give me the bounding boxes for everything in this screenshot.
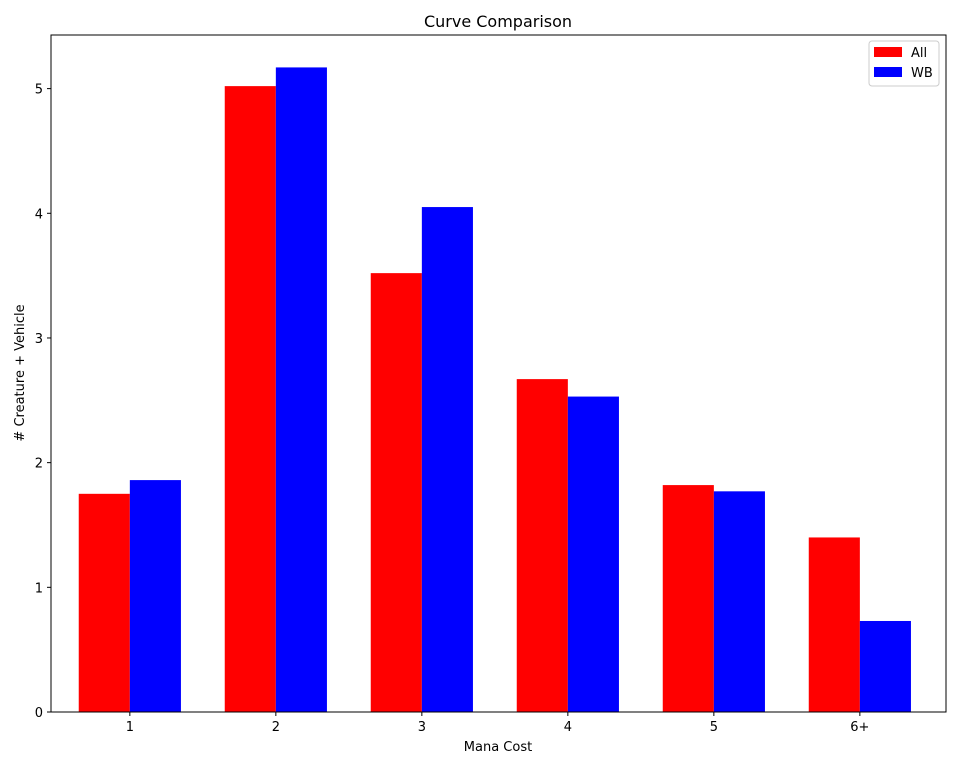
legend-label-all: All <box>911 46 927 61</box>
y-tick-label: 0 <box>35 706 43 721</box>
x-tick-label: 6+ <box>850 720 869 735</box>
x-tick-label: 1 <box>126 720 134 735</box>
bar-all-3 <box>370 273 422 712</box>
bar-wb-5 <box>713 491 765 712</box>
legend-label-wb: WB <box>911 66 933 81</box>
x-axis-ticks: 1 2 3 4 5 6+ <box>126 712 869 735</box>
legend-swatch-all <box>874 47 902 57</box>
y-axis-ticks: 0 1 2 3 4 5 <box>35 83 51 721</box>
x-axis-title: Mana Cost <box>464 740 532 755</box>
y-tick-label: 2 <box>35 457 43 472</box>
bar-wb-4 <box>567 396 619 712</box>
bar-wb-1 <box>129 480 181 712</box>
bars-layer <box>78 67 911 713</box>
bar-wb-6plus <box>859 620 911 712</box>
x-tick-label: 5 <box>710 720 718 735</box>
y-axis-title: # Creature + Vehicle <box>13 304 28 441</box>
y-tick-label: 3 <box>35 332 43 347</box>
plot-frame <box>50 34 947 713</box>
x-tick-label: 2 <box>272 720 280 735</box>
bar-wb-3 <box>421 207 473 713</box>
bar-all-5 <box>662 485 714 712</box>
bar-wb-2 <box>275 67 327 713</box>
y-tick-label: 1 <box>35 581 43 596</box>
x-tick-label: 4 <box>564 720 572 735</box>
legend: All WB <box>868 40 940 87</box>
y-tick-label: 4 <box>35 207 43 222</box>
chart-title: Curve Comparison <box>424 12 572 31</box>
bar-all-1 <box>78 493 130 712</box>
legend-swatch-wb <box>874 67 902 77</box>
x-tick-label: 3 <box>418 720 426 735</box>
y-tick-label: 5 <box>35 83 43 98</box>
bar-all-2 <box>224 86 276 713</box>
bar-all-6plus <box>808 537 860 712</box>
bar-all-4 <box>516 379 568 712</box>
